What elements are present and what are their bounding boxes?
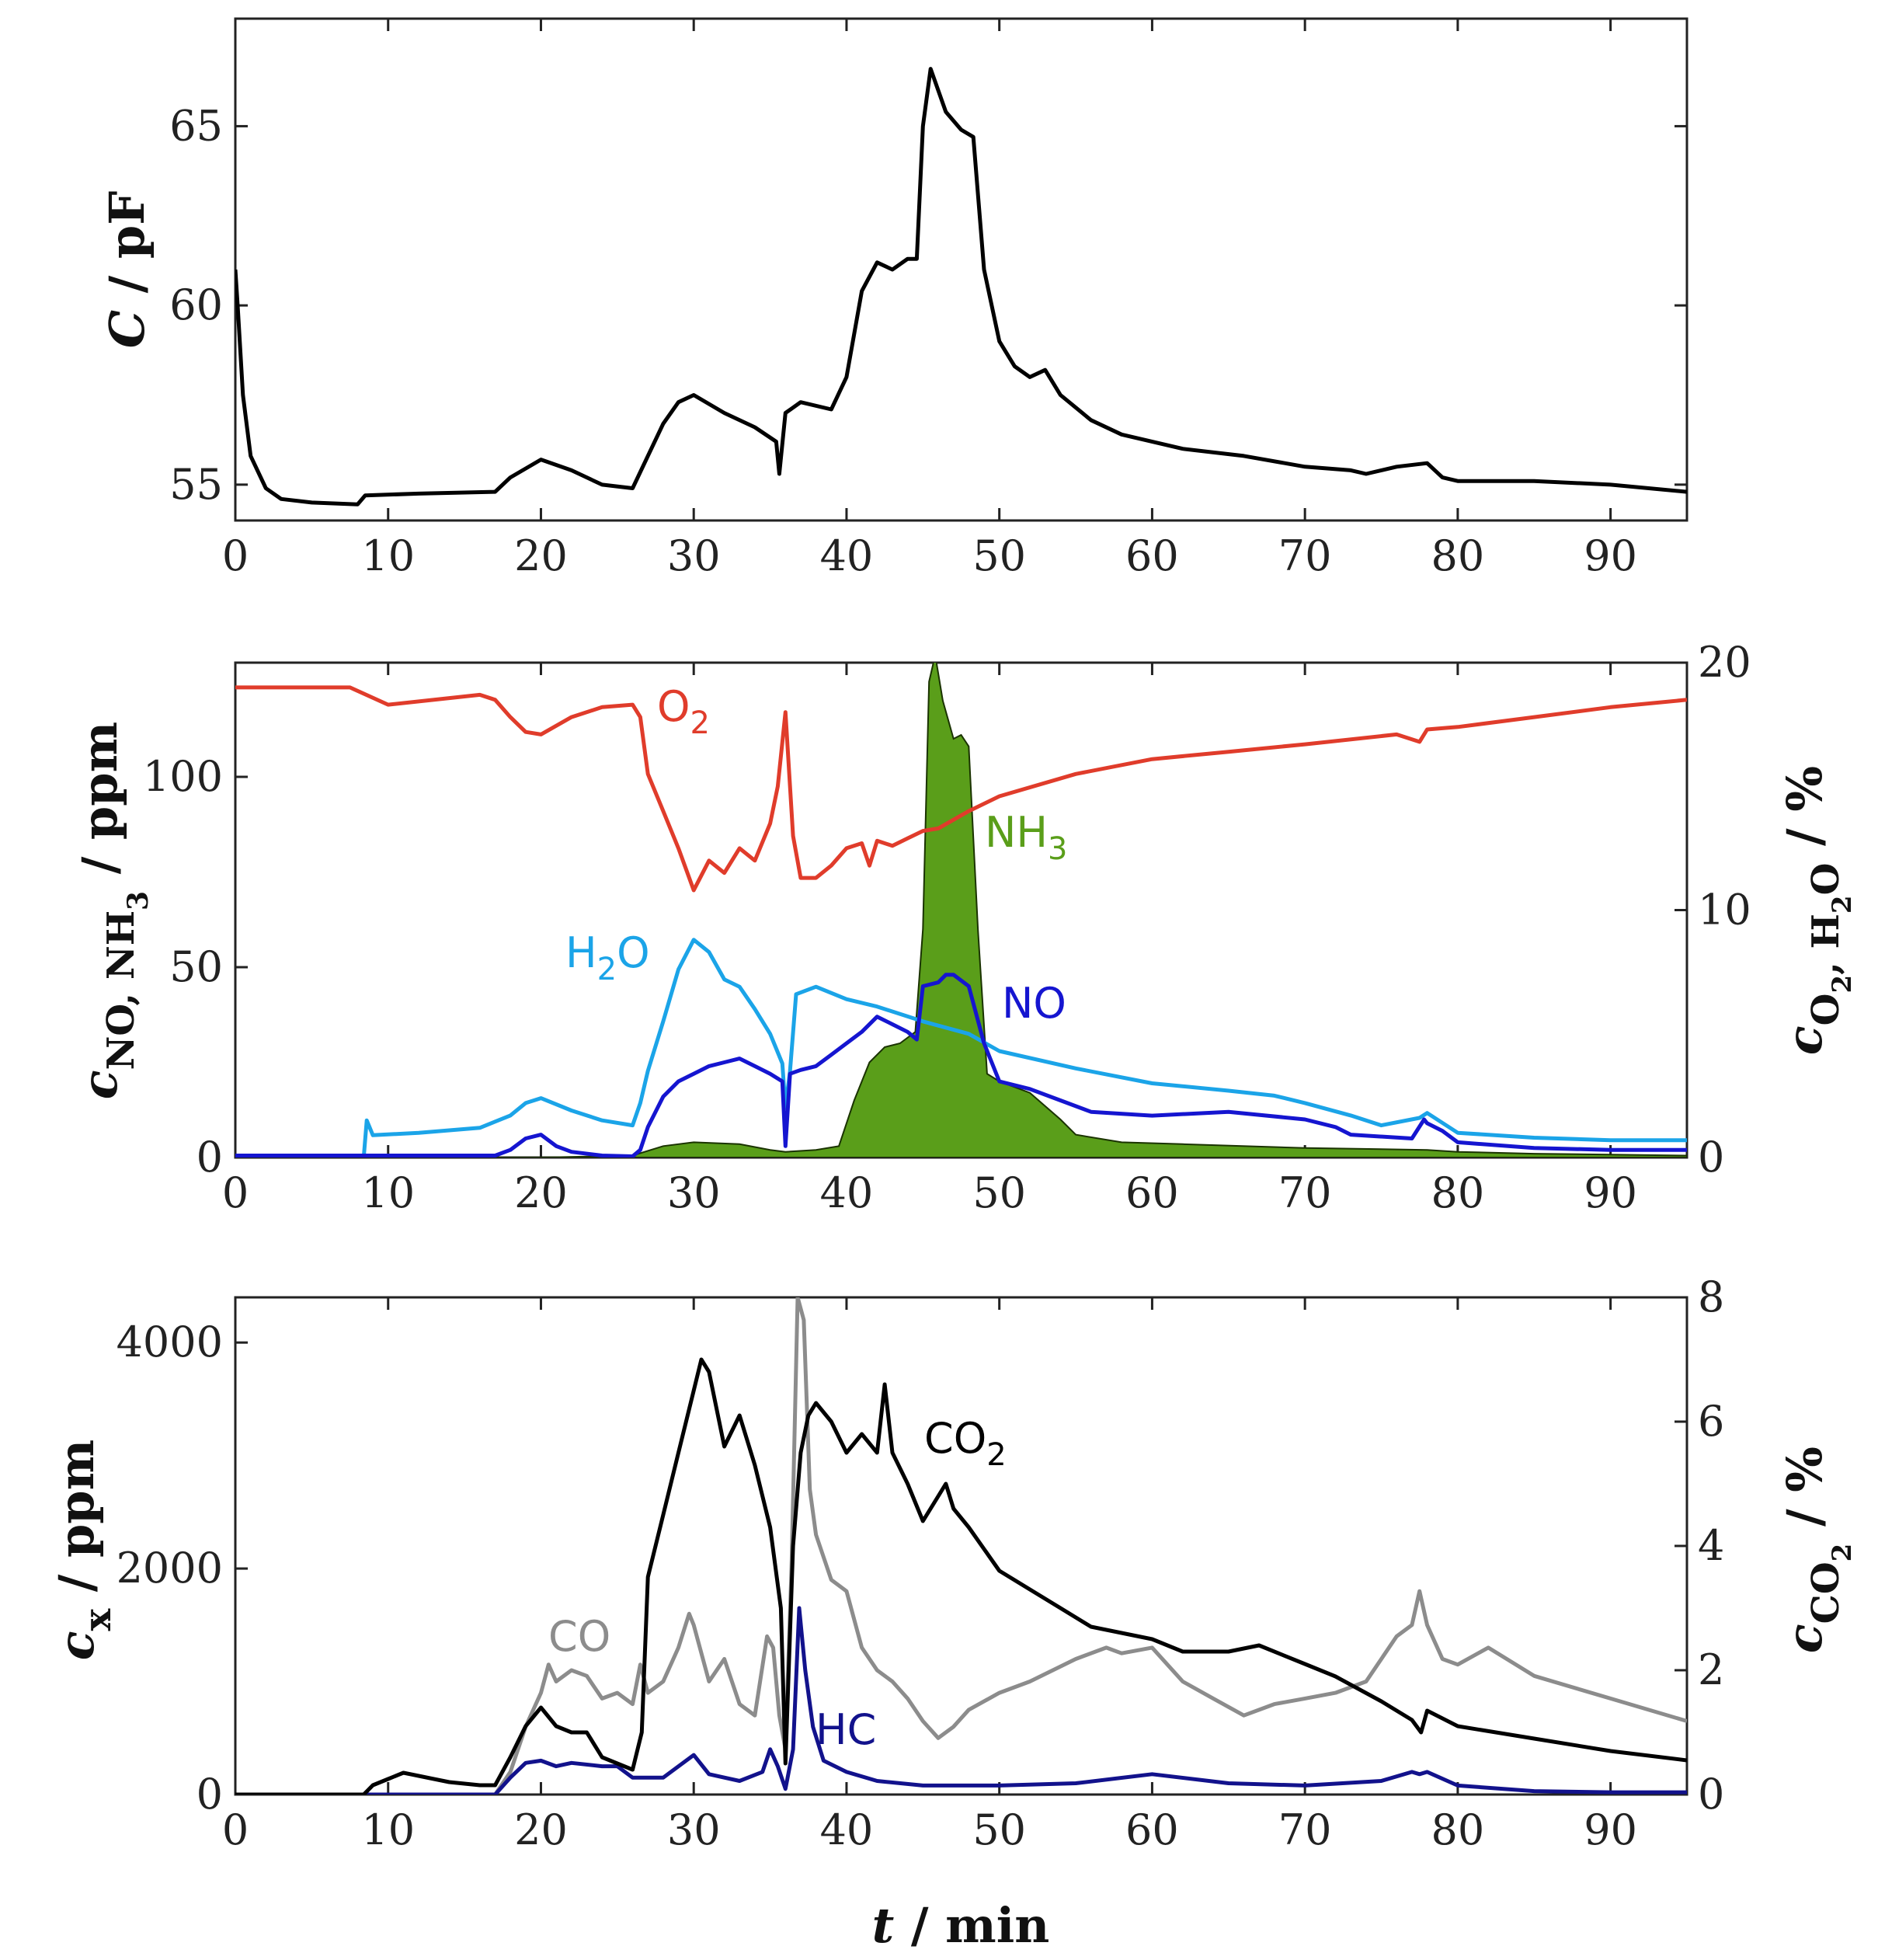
co-series [235, 1297, 1687, 1795]
o2-label: O2 [657, 682, 710, 741]
x-tick-label: 0 [222, 1805, 249, 1854]
y-tick-label: 100 [143, 752, 223, 801]
x-tick-label: 20 [514, 1168, 568, 1217]
y-tick-label: 0 [196, 1770, 223, 1819]
x-tick-label: 80 [1431, 1805, 1485, 1854]
y-tick-label: 65 [169, 101, 223, 150]
y-right-tick-label: 8 [1698, 1272, 1724, 1321]
x-tick-label: 90 [1584, 1805, 1637, 1854]
y-tick-label: 4000 [117, 1318, 223, 1366]
y-tick-label: 2000 [117, 1544, 223, 1593]
no-series [235, 973, 1687, 1158]
top-y-axis-title: C / pF [99, 191, 155, 349]
x-tick-label: 50 [972, 1168, 1026, 1217]
x-tick-label: 20 [514, 1805, 568, 1854]
x-tick-label: 40 [820, 1805, 874, 1854]
x-tick-label: 70 [1278, 1168, 1332, 1217]
x-tick-label: 10 [361, 1168, 415, 1217]
h2o-series [235, 938, 1687, 1158]
plot-area [235, 1297, 1687, 1795]
y-right-tick-label: 20 [1698, 638, 1751, 687]
x-axis-title: t / min [872, 1897, 1050, 1954]
co2-label: CO2 [924, 1414, 1007, 1473]
c-series [235, 67, 1687, 507]
x-tick-label: 60 [1125, 531, 1179, 580]
co-label: CO [548, 1612, 610, 1661]
x-tick-label: 50 [972, 531, 1026, 580]
nh3-label: NH3 [985, 808, 1067, 867]
x-tick-label: 30 [667, 1805, 721, 1854]
x-tick-label: 40 [820, 531, 874, 580]
y-right-tick-label: 0 [1698, 1133, 1724, 1182]
x-tick-label: 70 [1278, 531, 1332, 580]
x-tick-label: 20 [514, 531, 568, 580]
hc-series [235, 1606, 1687, 1795]
x-tick-label: 30 [667, 1168, 721, 1217]
y-right-tick-label: 2 [1698, 1645, 1724, 1694]
y-right-tick-label: 10 [1698, 886, 1751, 935]
no-nh3-o2-h2o-panel: 0 10 20 30 40 50 60 70 80 90 0 50 100 0 10 20 cNO, NH3 /… [71, 638, 1858, 1217]
x-tick-label: 70 [1278, 1805, 1332, 1854]
y-right-tick-label: 6 [1698, 1397, 1724, 1446]
middle-y-right-axis-title: cO2, H2O / % [1776, 766, 1858, 1055]
y-tick-label: 55 [169, 460, 223, 509]
capacitance-panel: 0 10 20 30 40 50 60 70 80 90 55 60 65 C / pF [99, 17, 1688, 580]
x-tick-label: 10 [361, 1805, 415, 1854]
x-tick-label: 40 [820, 1168, 874, 1217]
h2o-label: H2O [565, 928, 650, 987]
y-right-tick-label: 4 [1698, 1521, 1724, 1570]
x-tick-label: 60 [1125, 1168, 1179, 1217]
no-label: NO [1002, 979, 1066, 1028]
co2-series [235, 1357, 1687, 1795]
y-tick-label: 50 [169, 942, 223, 991]
bottom-y-axis-title: cx / ppm [48, 1440, 120, 1661]
x-tick-label: 80 [1431, 531, 1485, 580]
x-tick-label: 0 [222, 1168, 249, 1217]
x-tick-label: 60 [1125, 1805, 1179, 1854]
co-hc-co2-panel: 0 10 20 30 40 50 60 70 80 90 0 2000 4000 0 2 4 6 8 cx / pp… [48, 1272, 1858, 1954]
plot-area [235, 663, 1687, 1158]
x-tick-label: 90 [1584, 1168, 1637, 1217]
hc-label: HC [816, 1705, 876, 1754]
x-tick-label: 10 [361, 531, 415, 580]
x-tick-label: 80 [1431, 1168, 1485, 1217]
o2-series [235, 685, 1687, 893]
x-tick-label: 0 [222, 531, 249, 580]
y-tick-label: 0 [196, 1133, 223, 1182]
x-tick-label: 90 [1584, 531, 1637, 580]
x-tick-label: 50 [972, 1805, 1026, 1854]
bottom-y-right-axis-title: cCO2 / % [1776, 1447, 1858, 1653]
middle-y-axis-title: cNO, NH3 / ppm [71, 722, 155, 1099]
x-tick-label: 30 [667, 531, 721, 580]
plot-area [235, 67, 1687, 507]
y-right-tick-label: 0 [1698, 1770, 1724, 1819]
nh3-series-area [235, 663, 1687, 1158]
y-tick-label: 60 [169, 280, 223, 329]
